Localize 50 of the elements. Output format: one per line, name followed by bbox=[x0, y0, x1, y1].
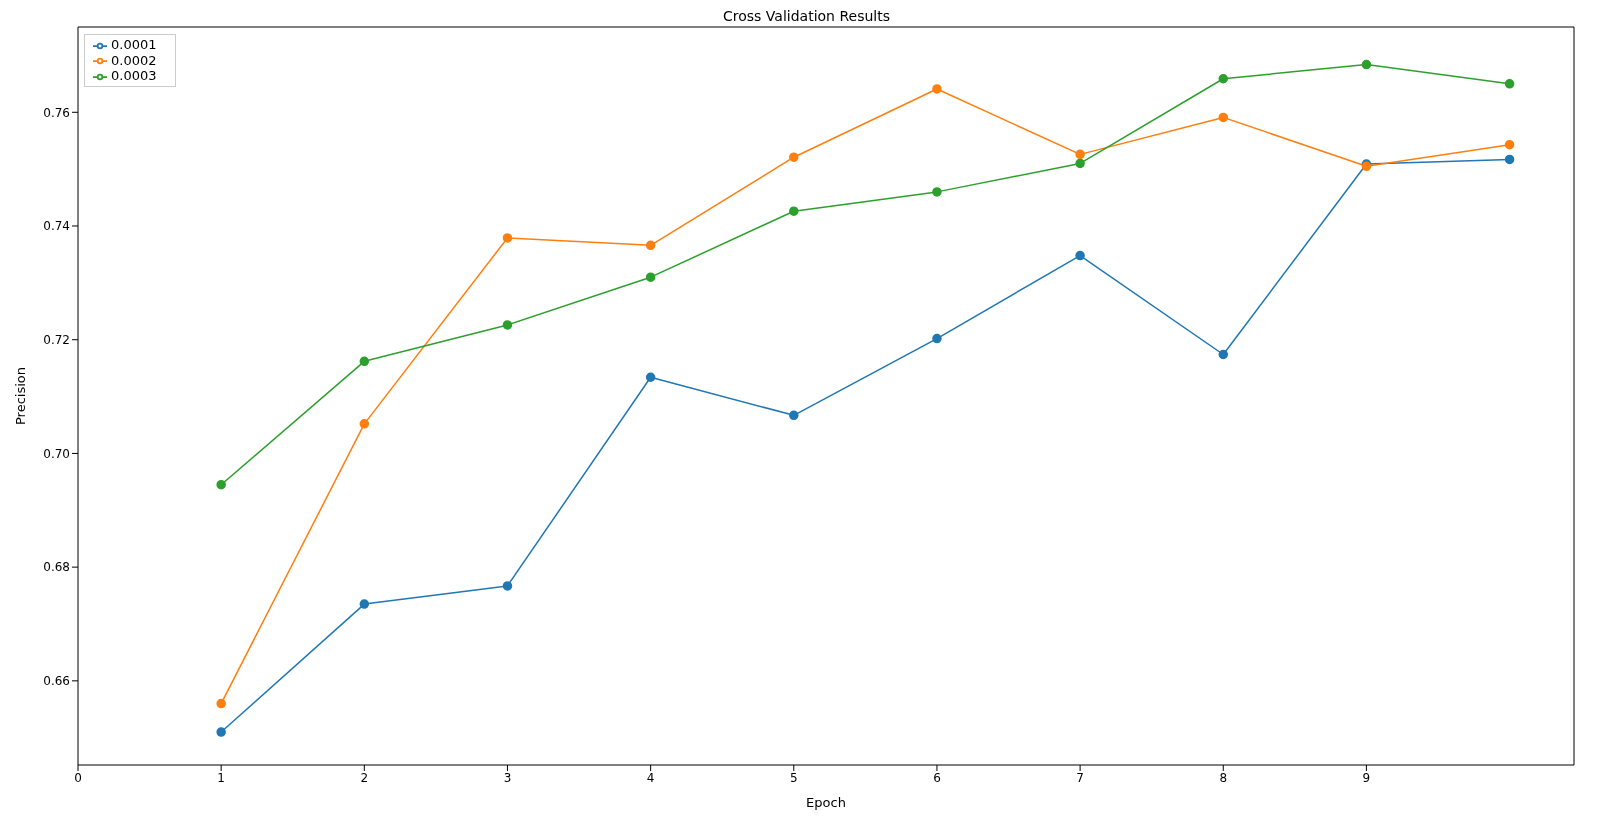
point bbox=[1504, 79, 1515, 89]
x-tick-label: 0 bbox=[74, 770, 82, 785]
point bbox=[1218, 349, 1229, 360]
y-tick-label: 0.72 bbox=[43, 332, 70, 347]
legend-label: 0.0003 bbox=[111, 68, 157, 83]
point bbox=[359, 599, 370, 609]
point bbox=[1361, 59, 1372, 70]
x-tick-label: 4 bbox=[646, 770, 655, 785]
point bbox=[1075, 158, 1085, 169]
point bbox=[789, 152, 799, 162]
x-tick-label: 8 bbox=[1219, 770, 1228, 785]
legend-label: 0.0002 bbox=[111, 52, 157, 68]
y-tick-label: 0.76 bbox=[43, 105, 70, 120]
legend-label: 0.0001 bbox=[111, 37, 157, 52]
point bbox=[502, 581, 513, 591]
x-tick-label: 2 bbox=[360, 770, 369, 785]
point bbox=[789, 206, 799, 216]
x-tick-label: 3 bbox=[503, 770, 512, 785]
y-tick-label: 0.68 bbox=[43, 560, 70, 575]
point bbox=[1504, 139, 1515, 150]
y-tick-label: 0.70 bbox=[43, 446, 70, 461]
chart-title: Cross Validation Results bbox=[722, 8, 891, 24]
point bbox=[359, 356, 370, 367]
x-tick-label: 6 bbox=[933, 770, 941, 785]
y-tick-label: 0.66 bbox=[43, 674, 70, 689]
point bbox=[1075, 149, 1085, 160]
y-tick-label: 0.74 bbox=[43, 219, 70, 234]
point bbox=[1218, 112, 1229, 123]
point bbox=[645, 240, 656, 251]
point bbox=[645, 372, 656, 382]
point bbox=[1504, 154, 1515, 165]
point bbox=[1075, 250, 1085, 261]
point bbox=[932, 333, 942, 344]
point bbox=[645, 272, 656, 282]
x-axis-title: Epoch bbox=[806, 795, 846, 810]
point bbox=[216, 479, 226, 490]
point bbox=[502, 320, 513, 330]
point bbox=[359, 419, 370, 429]
point bbox=[789, 410, 799, 421]
x-tick-label: 5 bbox=[789, 770, 798, 785]
point bbox=[1218, 73, 1229, 84]
point bbox=[502, 233, 513, 243]
y-axis-title: Precision bbox=[12, 366, 28, 426]
point bbox=[216, 698, 226, 709]
x-tick-label: 7 bbox=[1076, 770, 1084, 785]
point bbox=[932, 84, 942, 94]
point bbox=[216, 727, 226, 737]
point bbox=[932, 187, 942, 197]
x-tick-label: 1 bbox=[217, 770, 225, 785]
x-tick-label: 9 bbox=[1362, 770, 1371, 785]
